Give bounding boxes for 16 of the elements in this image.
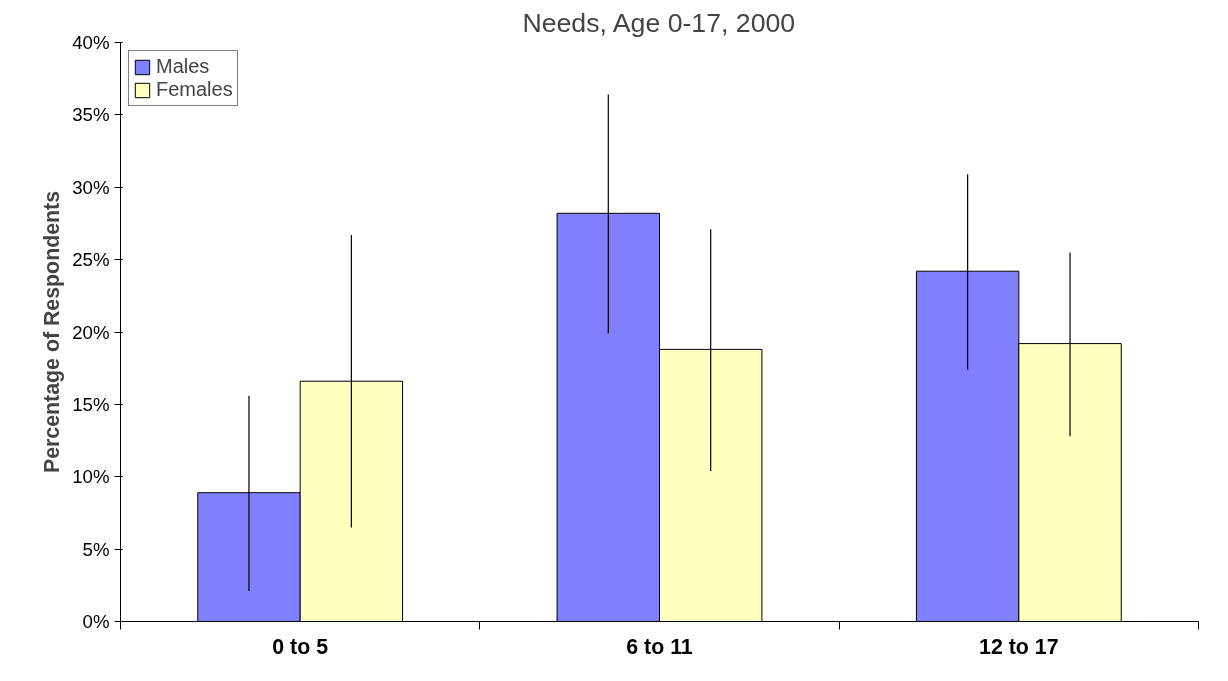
- y-tick-label: 20%: [72, 321, 110, 343]
- y-tick-label: 0%: [82, 611, 110, 632]
- y-tick-label: 10%: [72, 466, 110, 488]
- legend-label: Females: [156, 78, 233, 101]
- chart-title: Needs, Age 0-17, 2000: [522, 7, 796, 38]
- x-tick-label: 0 to 5: [272, 634, 329, 659]
- y-axis-title: Percentage of Respondents: [40, 190, 65, 474]
- y-tick-label: 25%: [72, 249, 110, 271]
- y-tick-label: 30%: [72, 176, 110, 198]
- y-tick-label: 15%: [72, 393, 110, 415]
- y-tick-label: 5%: [82, 538, 110, 560]
- legend-label: Males: [156, 55, 210, 78]
- y-tick-label: 35%: [72, 104, 110, 126]
- x-tick-label: 6 to 11: [626, 634, 693, 659]
- y-tick-label: 40%: [72, 32, 110, 53]
- x-tick-label: 12 to 17: [979, 634, 1059, 659]
